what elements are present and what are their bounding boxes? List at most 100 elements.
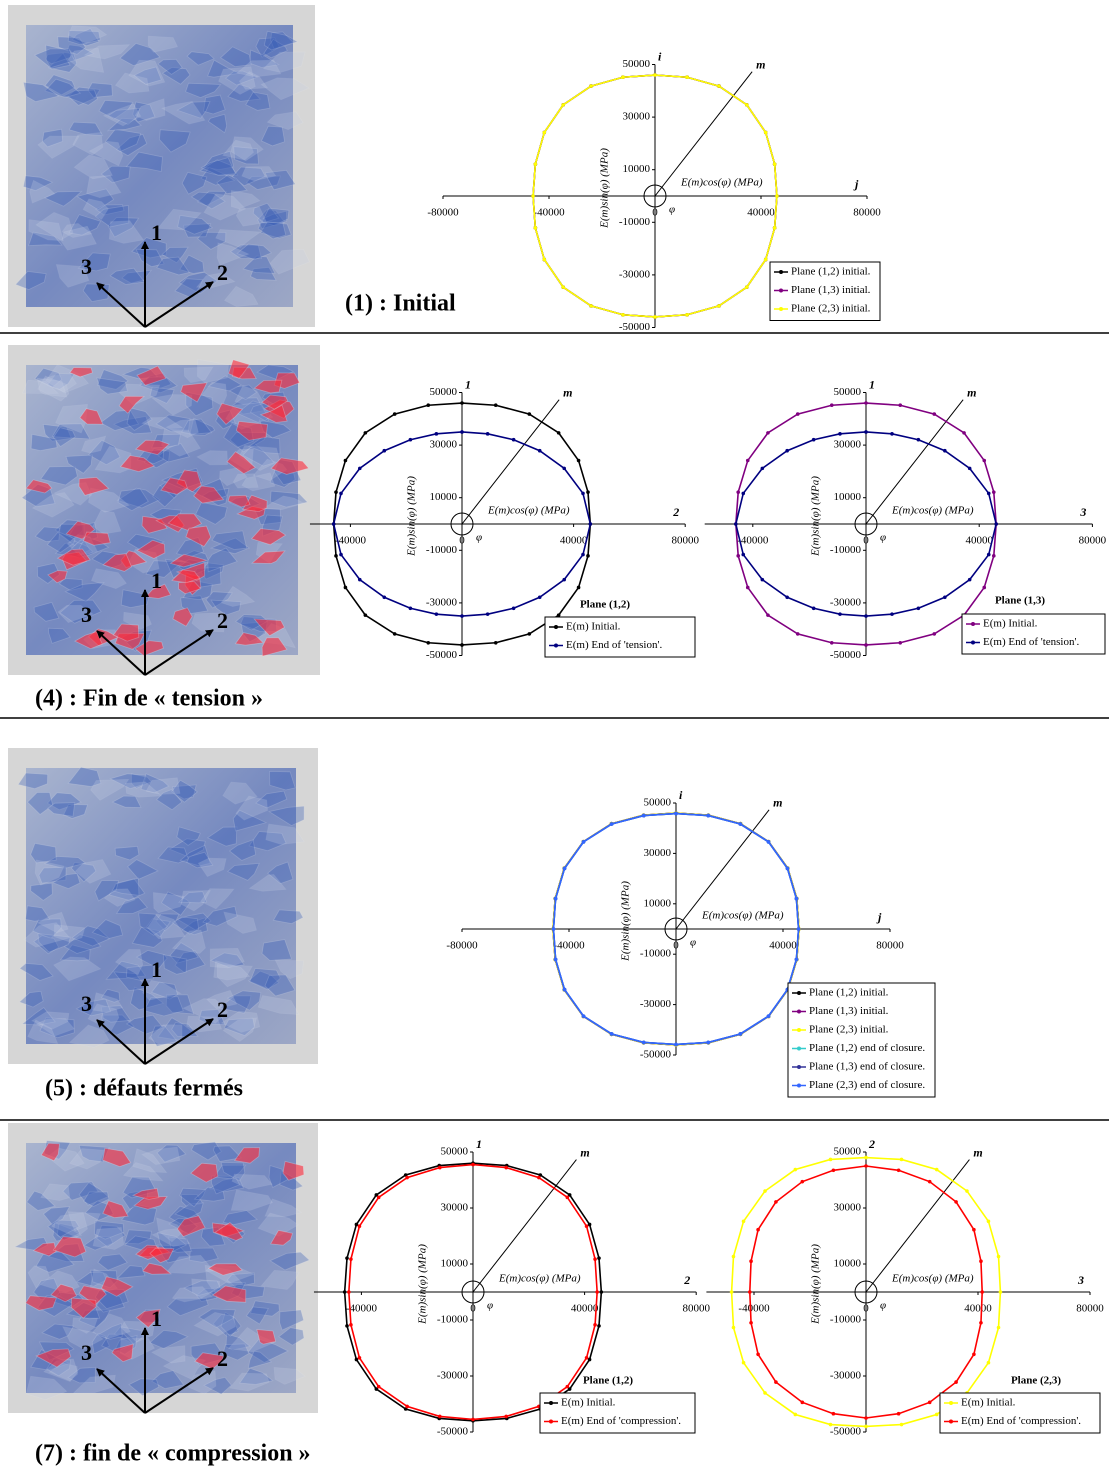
grain: [99, 409, 140, 431]
angle-circle: [461, 1280, 485, 1304]
grain: [157, 442, 190, 463]
point: [965, 1189, 969, 1193]
x-tick-label: 80000: [1076, 1303, 1104, 1315]
grain: [78, 1181, 109, 1206]
grain: [69, 1148, 105, 1170]
grain: [108, 220, 144, 244]
grain: [177, 214, 214, 235]
grain: [90, 778, 130, 801]
grain: [228, 359, 251, 379]
grain: [179, 1187, 207, 1208]
point: [581, 840, 586, 844]
grain: [171, 916, 200, 935]
point: [775, 194, 779, 198]
grain: [62, 1181, 99, 1201]
legend-marker: [949, 1419, 953, 1424]
x-tick-label: 40000: [965, 535, 993, 547]
grain: [44, 74, 76, 96]
cube-axis-label: 2: [217, 608, 228, 633]
point: [760, 466, 765, 471]
point: [556, 431, 561, 435]
y-tick-label: 50000: [441, 1146, 469, 1158]
grain: [40, 1183, 71, 1201]
grain: [135, 949, 168, 970]
point: [811, 606, 816, 611]
x-axis-label: E(m)cos(φ) (MPa): [498, 1273, 581, 1285]
grain: [227, 494, 251, 508]
legend-box: [539, 1392, 696, 1434]
grain: [160, 477, 188, 495]
grain: [236, 243, 273, 261]
grain: [121, 269, 153, 284]
legend-title: Plane (1,3): [995, 595, 1045, 607]
grain: [23, 922, 71, 948]
grain: [53, 924, 86, 943]
grain: [94, 1220, 125, 1240]
angle-label: φ: [880, 532, 886, 544]
grain: [213, 1164, 247, 1180]
grain: [34, 526, 61, 543]
point: [621, 75, 625, 80]
grain: [210, 599, 242, 616]
point: [741, 1219, 746, 1224]
legend-marker: [779, 307, 783, 311]
grain: [146, 918, 172, 938]
grain: [138, 912, 168, 936]
grain: [38, 866, 67, 884]
x-tick-label: -40000: [738, 1303, 770, 1315]
grain: [141, 416, 184, 430]
grain: [233, 1147, 261, 1164]
grain: [231, 166, 266, 187]
point: [748, 1290, 752, 1294]
grain: [76, 188, 115, 211]
grain: [21, 379, 59, 394]
legend-label: Plane (2,3) end of closure.: [809, 1079, 925, 1091]
grain: [72, 1317, 99, 1334]
point: [774, 1200, 778, 1204]
cube-body: [26, 25, 293, 307]
legend-marker: [797, 1009, 801, 1014]
grain: [151, 1228, 191, 1247]
grain: [171, 1286, 213, 1303]
grain: [52, 1236, 87, 1258]
grain: [260, 77, 310, 101]
grain: [169, 942, 199, 964]
angle-circle: [664, 917, 688, 941]
point: [504, 1165, 509, 1170]
grain: [126, 407, 153, 432]
point: [766, 1014, 771, 1018]
grain: [261, 495, 306, 511]
point: [831, 1411, 836, 1416]
grain: [269, 490, 309, 508]
point: [357, 577, 362, 582]
grain: [68, 121, 104, 137]
grain: [39, 1017, 75, 1039]
grain: [114, 845, 140, 861]
grain: [212, 1145, 243, 1162]
grain: [225, 1333, 252, 1351]
point: [994, 522, 998, 526]
grain: [25, 479, 53, 494]
x-tick-label: -40000: [553, 940, 585, 952]
axis-arrow: [144, 629, 214, 676]
legend-label: Plane (1,2) initial.: [809, 987, 889, 999]
x-tick-label: -40000: [335, 535, 367, 547]
point: [916, 437, 921, 442]
grain: [43, 190, 83, 207]
grain: [50, 1283, 78, 1303]
grain: [156, 1217, 184, 1243]
grain: [83, 1191, 110, 1207]
point: [588, 522, 593, 526]
point: [587, 1357, 592, 1362]
point: [745, 458, 750, 463]
point: [485, 612, 490, 616]
point: [561, 103, 565, 107]
axis-arrow: [144, 1018, 214, 1065]
grain: [100, 988, 121, 1003]
point: [339, 552, 343, 557]
point: [864, 643, 868, 647]
angle-label: φ: [669, 204, 675, 216]
grain: [107, 217, 140, 238]
point: [794, 957, 799, 962]
